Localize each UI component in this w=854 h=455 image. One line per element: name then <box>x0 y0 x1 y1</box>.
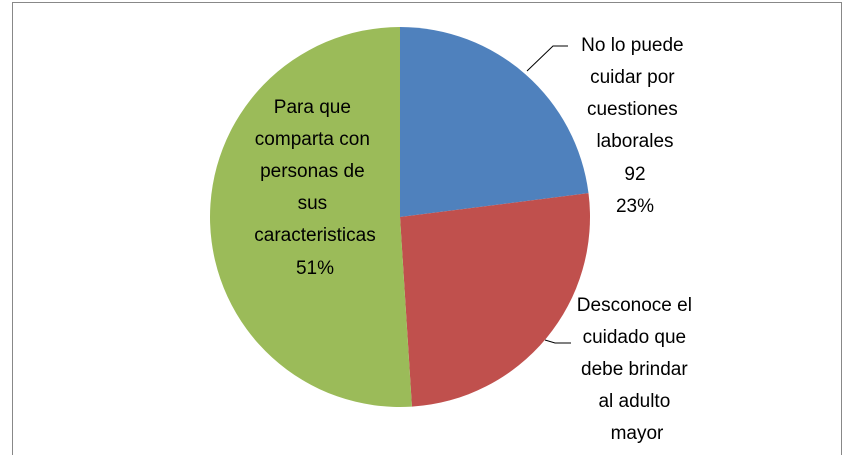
pie-slice <box>400 193 590 407</box>
label-line: cuestiones <box>587 99 683 120</box>
leader-line <box>526 45 568 72</box>
label-line: sus <box>298 193 333 214</box>
label-line: cuidar por <box>590 67 680 88</box>
pie-slice <box>400 27 589 217</box>
label-line: al adulto <box>598 391 675 412</box>
slice-label: Para que comparta con personas de sus ca… <box>254 97 375 246</box>
slice-count: 92 <box>624 164 645 185</box>
pie-slice <box>210 27 412 407</box>
slice-label: No lo puede cuidar por cuestiones labora… <box>581 35 689 152</box>
label-line: Desconoce el <box>577 295 697 316</box>
label-line: caracteristicas <box>254 225 375 246</box>
pie <box>210 27 590 407</box>
label-line: cuidado que <box>583 327 692 348</box>
slice-label: Desconoce el cuidado que debe brindar al… <box>577 295 697 444</box>
slice-percent: 51% <box>296 258 334 279</box>
label-line: No lo puede <box>581 35 689 56</box>
label-line: laborales <box>596 131 673 152</box>
label-line: mayor <box>611 423 664 444</box>
slice-percent: 23% <box>616 196 654 217</box>
label-line: personas de <box>260 161 370 182</box>
label-line: debe brindar <box>581 359 693 380</box>
leader-line <box>544 339 571 344</box>
label-line: comparta con <box>255 129 375 150</box>
label-line: Para que <box>274 97 356 118</box>
chart-frame <box>12 2 842 455</box>
